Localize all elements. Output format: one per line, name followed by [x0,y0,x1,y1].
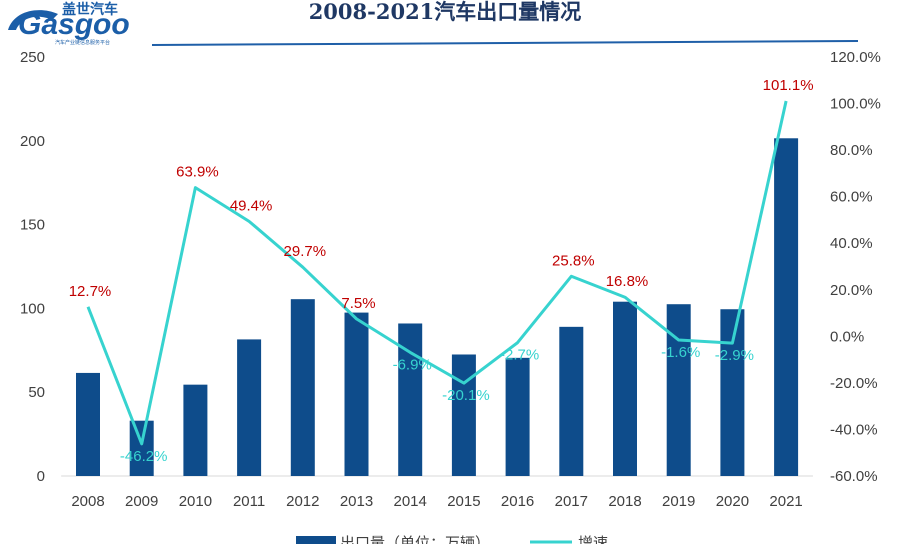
growth-labels: 12.7% -46.2% 63.9% 49.4% 29.7% 7.5% -6.9% -20.1… [69,77,814,465]
right-tick-label: 20.0% [830,282,873,299]
logo-swoosh-icon [8,10,58,30]
x-tick-label: 2013 [340,493,373,510]
growth-label: -1.6% [661,344,700,361]
bar [129,420,154,476]
right-tick-label: 80.0% [830,142,873,159]
bar [237,339,262,476]
left-axis: 0 50 100 150 200 250 [20,49,45,485]
x-tick-label: 2021 [769,493,802,510]
bar [774,138,799,476]
chart-title: 2008-2021汽车出口量情况 [309,0,582,24]
x-tick-label: 2015 [447,493,480,510]
bar [76,372,100,476]
left-tick-label: 150 [20,217,45,234]
x-tick-label: 2011 [233,493,265,510]
right-tick-label: -40.0% [830,421,878,438]
bar [613,301,637,476]
logo-tagline: 汽车产业链信息服务平台 [55,39,110,46]
bar [451,354,476,476]
left-tick-label: 200 [20,133,45,150]
left-tick-label: 50 [28,384,45,401]
x-tick-label: 2010 [179,493,212,510]
growth-label: 49.4% [230,197,273,214]
growth-label: -20.1% [442,387,490,404]
bar [290,299,315,476]
logo-chinese: 盖世汽车 [62,1,118,18]
right-tick-label: 120.0% [830,49,881,66]
right-tick-label: -20.0% [830,375,878,392]
x-tick-label: 2008 [71,493,104,510]
growth-label: -6.9% [393,356,432,373]
x-axis: 2008 2009 2010 2011 2012 2013 2014 2015 2016 2017… [71,493,802,510]
legend-bar-label: 出口量（单位：万辆） [340,534,490,544]
title-underline [151,40,859,46]
legend: 出口量（单位：万辆） 增速 [296,534,608,544]
growth-label: 12.7% [69,283,112,300]
right-axis: -60.0% -40.0% -20.0% 0.0% 20.0% 40.0% 60.0% 80.… [830,49,881,485]
x-tick-label: 2016 [501,493,534,510]
x-tick-label: 2018 [608,493,641,510]
x-tick-label: 2017 [555,493,588,510]
left-tick-label: 0 [37,468,45,485]
growth-label: 101.1% [763,77,814,94]
bar-series [76,138,799,476]
logo-brand: Gasgoo [18,8,130,41]
left-tick-label: 100 [20,300,45,317]
growth-label: 16.8% [606,273,649,290]
bar [505,357,530,476]
legend-line-label: 增速 [578,534,608,544]
x-tick-label: 2014 [394,493,427,510]
right-tick-label: 60.0% [830,189,873,206]
growth-line [86,100,788,446]
x-tick-label: 2020 [716,493,749,510]
growth-label: -2.9% [715,347,754,364]
left-tick-label: 250 [20,49,45,66]
bar [559,326,584,476]
right-tick-label: -60.0% [830,468,878,485]
growth-label: 7.5% [341,295,375,312]
right-tick-label: 0.0% [830,328,864,345]
x-tick-label: 2009 [125,493,158,510]
right-tick-label: 100.0% [830,96,881,113]
bar [183,384,208,476]
bar [344,312,369,476]
growth-label: -46.2% [120,448,168,465]
growth-label: 29.7% [284,243,327,260]
growth-label: 63.9% [176,164,219,181]
logo: 盖世汽车 Gasgoo 汽车产业链信息服务平台 [8,1,130,46]
legend-bar-swatch [296,536,336,544]
bar [720,309,745,476]
bar [666,304,691,476]
growth-label: -2.7% [500,347,539,364]
right-tick-label: 40.0% [830,235,873,252]
x-tick-label: 2019 [662,493,695,510]
growth-label: 25.8% [552,252,595,269]
x-tick-label: 2012 [286,493,319,510]
